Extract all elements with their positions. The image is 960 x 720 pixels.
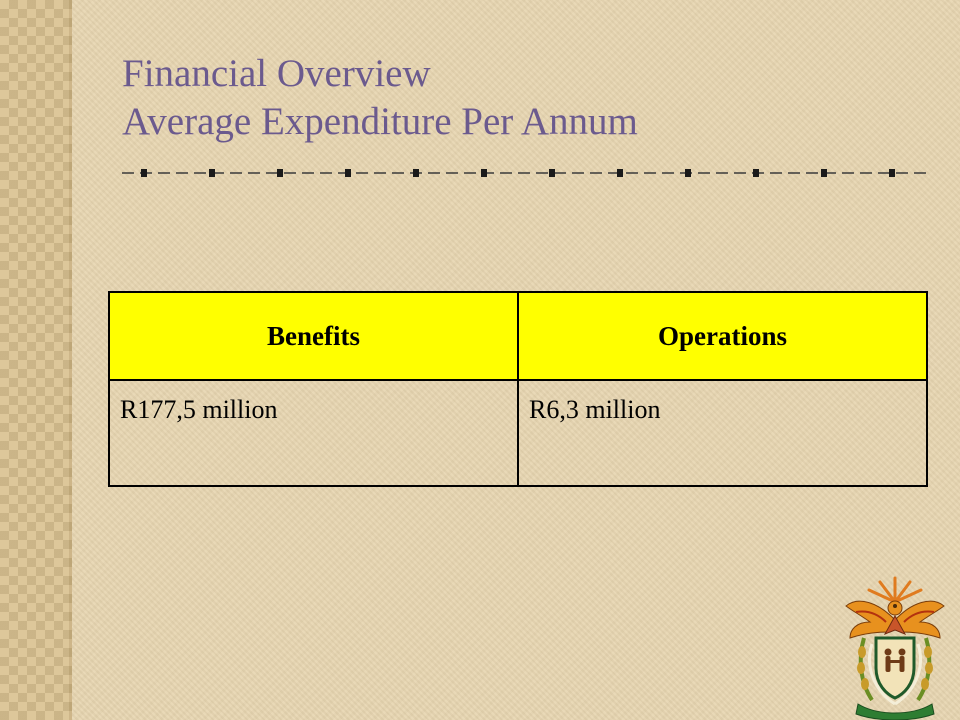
cell-operations-value: R6,3 million (517, 379, 928, 487)
header-benefits: Benefits (108, 291, 519, 381)
title-line-1: Financial Overview (122, 52, 431, 95)
expenditure-table: Benefits Operations R177,5 million R6,3 … (108, 291, 928, 487)
table-header-row: Benefits Operations (108, 291, 928, 381)
south-africa-coat-of-arms-icon (845, 576, 945, 720)
header-operations: Operations (517, 291, 928, 381)
table-row: R177,5 million R6,3 million (108, 379, 928, 487)
slide-title: Financial Overview Average Expenditure P… (122, 50, 638, 146)
title-divider (122, 169, 928, 177)
title-line-2: Average Expenditure Per Annum (122, 100, 638, 143)
cell-benefits-value: R177,5 million (108, 379, 519, 487)
left-decorative-stripe (0, 0, 72, 720)
